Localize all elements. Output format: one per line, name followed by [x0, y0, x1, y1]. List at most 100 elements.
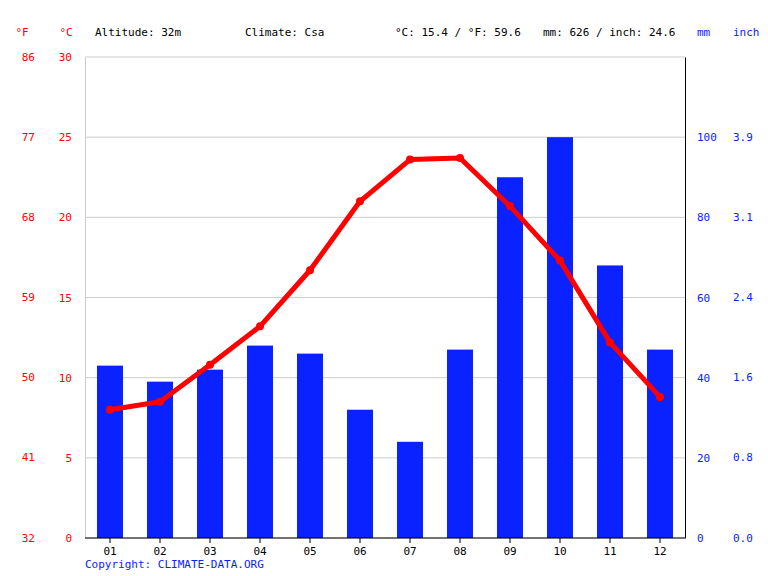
tick: 60: [685, 292, 710, 305]
tick-mark: [310, 538, 311, 543]
y-axis: 0 5 10 15 20 25 30: [59, 51, 86, 545]
tick-mark: [160, 538, 161, 543]
tick-label: 0: [697, 532, 704, 545]
tick-mark: [410, 538, 411, 543]
bar: [247, 346, 273, 538]
tick-label: 77: [22, 131, 35, 144]
grid-line: [85, 377, 685, 378]
tick-mark: [260, 538, 261, 543]
tick: 15: [59, 292, 85, 305]
axis-line: [685, 58, 686, 539]
tick: 25: [59, 131, 85, 144]
axis-title: mm: [697, 26, 711, 39]
tick-label: 0: [65, 532, 72, 545]
tick-label: 68: [22, 211, 35, 224]
tick-label: 09: [503, 545, 516, 558]
marker: [306, 266, 314, 274]
marker: [356, 197, 364, 205]
annotation: mm: 626 / inch: 24.6: [543, 26, 675, 39]
tick-label: 2.4: [733, 291, 753, 304]
tick: 02: [153, 538, 166, 558]
tick: 05: [303, 538, 316, 558]
bar: [347, 410, 373, 538]
bar: [547, 137, 573, 538]
tick-label: 10: [553, 545, 566, 558]
tick-label: 59: [22, 291, 35, 304]
tick: 03: [203, 538, 216, 558]
marker: [606, 338, 614, 346]
grid-line: [85, 457, 685, 458]
tick: 11: [603, 538, 616, 558]
tick-label: 50: [22, 371, 35, 384]
tick-mark: [110, 538, 111, 543]
tick: 80: [685, 211, 710, 224]
y2-axis: 020406080100: [685, 58, 717, 546]
tick-label: 07: [403, 545, 416, 558]
tick: 01: [103, 538, 116, 558]
marker: [506, 202, 514, 210]
tick: 07: [403, 538, 416, 558]
tick-label: 0.0: [733, 532, 753, 545]
tick-label: 05: [303, 545, 316, 558]
tick-label: 04: [253, 545, 267, 558]
tick: 10: [59, 372, 85, 385]
tick-mark: [610, 538, 611, 543]
bar: [297, 354, 323, 538]
bar: [97, 366, 123, 538]
tick-label: 25: [59, 131, 72, 144]
tick-label: 30: [59, 51, 72, 64]
tick-label: 20: [59, 211, 72, 224]
line: [110, 158, 660, 410]
tick: 12: [653, 538, 666, 558]
tick: 04: [253, 538, 267, 558]
tick-label: 10: [59, 372, 72, 385]
marker: [656, 393, 664, 401]
grid-line: [85, 297, 685, 298]
tick: 5: [65, 452, 85, 465]
tick-label: 0.8: [733, 451, 753, 464]
tick-label: 01: [103, 545, 116, 558]
tick: 20: [685, 452, 710, 465]
marker: [206, 361, 214, 369]
tick-mark: [560, 538, 561, 543]
axis-line: [85, 538, 685, 539]
grid-line: [85, 538, 685, 539]
grid-line: [85, 217, 685, 218]
tick-label: 15: [59, 292, 72, 305]
tick-mark: [660, 538, 661, 543]
tick-label: 100: [697, 131, 717, 144]
marker: [106, 406, 114, 414]
tick: 09: [503, 538, 516, 558]
tick-label: 60: [697, 292, 710, 305]
tick: 08: [453, 538, 466, 558]
tick: 10: [553, 538, 566, 558]
x-axis: 01 02 03 04 05 06 07 08 09 10 11 12: [85, 538, 685, 558]
grid-line: [85, 57, 685, 58]
bar: [597, 265, 623, 538]
y3-axis: 32415059687786: [22, 51, 35, 545]
bar: [497, 177, 523, 538]
tick-label: 3.1: [733, 211, 753, 224]
tick-label: 08: [453, 545, 466, 558]
annotation: Altitude: 32m: [95, 26, 181, 39]
marker: [556, 257, 564, 265]
tick-label: 3.9: [733, 131, 753, 144]
grid: [85, 57, 685, 538]
tick-mark: [510, 538, 511, 543]
tick-mark: [360, 538, 361, 543]
tick: 06: [353, 538, 366, 558]
tick-label: 03: [203, 545, 216, 558]
axis-title: inch: [733, 26, 760, 39]
annotation: °C: 15.4 / °F: 59.6: [395, 26, 521, 39]
tick-label: 1.6: [733, 371, 753, 384]
bar: [447, 350, 473, 538]
copyright: Copyright: CLIMATE-DATA.ORG: [85, 558, 264, 571]
annotation: Climate: Csa: [245, 26, 324, 39]
bar: [647, 350, 673, 538]
tick-label: 5: [65, 452, 72, 465]
bar: [397, 442, 423, 538]
axis-title: °F: [15, 26, 28, 39]
tick-mark: [460, 538, 461, 543]
tick: 20: [59, 211, 85, 224]
marker: [456, 154, 464, 162]
